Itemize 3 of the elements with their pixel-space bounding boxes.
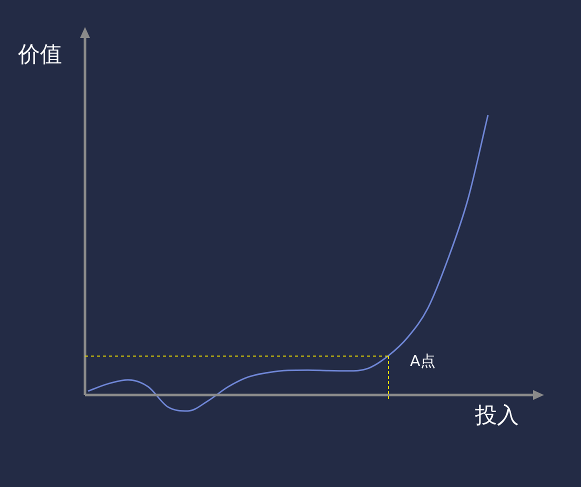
- x-axis-title: 投入: [474, 404, 519, 429]
- y-axis-title: 价值: [17, 42, 62, 68]
- ref-line-label: A点: [410, 352, 436, 370]
